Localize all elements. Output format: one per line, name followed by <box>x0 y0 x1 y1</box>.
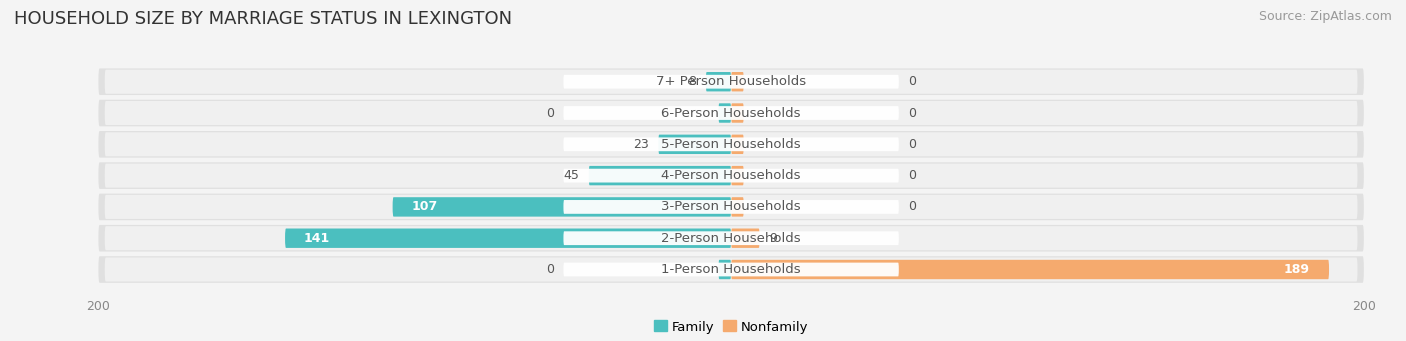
Text: 0: 0 <box>908 169 917 182</box>
FancyBboxPatch shape <box>98 100 1364 126</box>
FancyBboxPatch shape <box>98 131 1364 158</box>
FancyBboxPatch shape <box>731 103 744 123</box>
Text: 6-Person Households: 6-Person Households <box>661 106 801 119</box>
FancyBboxPatch shape <box>104 195 1358 219</box>
Text: 0: 0 <box>908 75 917 88</box>
FancyBboxPatch shape <box>98 69 1364 95</box>
FancyBboxPatch shape <box>564 75 898 89</box>
Text: Source: ZipAtlas.com: Source: ZipAtlas.com <box>1258 10 1392 23</box>
FancyBboxPatch shape <box>706 72 731 91</box>
FancyBboxPatch shape <box>589 166 731 185</box>
FancyBboxPatch shape <box>564 106 898 120</box>
FancyBboxPatch shape <box>285 228 731 248</box>
FancyBboxPatch shape <box>104 226 1358 250</box>
Text: 7+ Person Households: 7+ Person Households <box>657 75 806 88</box>
FancyBboxPatch shape <box>98 162 1364 189</box>
FancyBboxPatch shape <box>104 132 1358 157</box>
FancyBboxPatch shape <box>718 260 731 279</box>
Text: 2-Person Households: 2-Person Households <box>661 232 801 245</box>
Text: 0: 0 <box>546 106 554 119</box>
FancyBboxPatch shape <box>98 194 1364 220</box>
FancyBboxPatch shape <box>718 103 731 123</box>
FancyBboxPatch shape <box>731 228 759 248</box>
FancyBboxPatch shape <box>104 164 1358 188</box>
Text: 107: 107 <box>412 201 437 213</box>
FancyBboxPatch shape <box>564 137 898 151</box>
FancyBboxPatch shape <box>564 263 898 277</box>
FancyBboxPatch shape <box>104 101 1358 125</box>
Text: 141: 141 <box>304 232 330 245</box>
FancyBboxPatch shape <box>98 256 1364 283</box>
FancyBboxPatch shape <box>564 231 898 245</box>
FancyBboxPatch shape <box>104 70 1358 94</box>
FancyBboxPatch shape <box>564 200 898 214</box>
Text: 189: 189 <box>1284 263 1310 276</box>
Text: 23: 23 <box>633 138 648 151</box>
Text: 3-Person Households: 3-Person Households <box>661 201 801 213</box>
Legend: Family, Nonfamily: Family, Nonfamily <box>654 321 808 333</box>
Text: 45: 45 <box>564 169 579 182</box>
FancyBboxPatch shape <box>731 166 744 185</box>
Text: HOUSEHOLD SIZE BY MARRIAGE STATUS IN LEXINGTON: HOUSEHOLD SIZE BY MARRIAGE STATUS IN LEX… <box>14 10 512 28</box>
FancyBboxPatch shape <box>731 260 1329 279</box>
Text: 4-Person Households: 4-Person Households <box>661 169 801 182</box>
FancyBboxPatch shape <box>731 135 744 154</box>
Text: 1-Person Households: 1-Person Households <box>661 263 801 276</box>
Text: 0: 0 <box>908 138 917 151</box>
FancyBboxPatch shape <box>564 169 898 182</box>
Text: 0: 0 <box>908 201 917 213</box>
FancyBboxPatch shape <box>392 197 731 217</box>
FancyBboxPatch shape <box>658 135 731 154</box>
Text: 0: 0 <box>546 263 554 276</box>
FancyBboxPatch shape <box>104 257 1358 282</box>
Text: 0: 0 <box>908 106 917 119</box>
Text: 9: 9 <box>769 232 778 245</box>
FancyBboxPatch shape <box>731 197 744 217</box>
Text: 8: 8 <box>689 75 696 88</box>
FancyBboxPatch shape <box>98 225 1364 252</box>
FancyBboxPatch shape <box>731 72 744 91</box>
Text: 5-Person Households: 5-Person Households <box>661 138 801 151</box>
